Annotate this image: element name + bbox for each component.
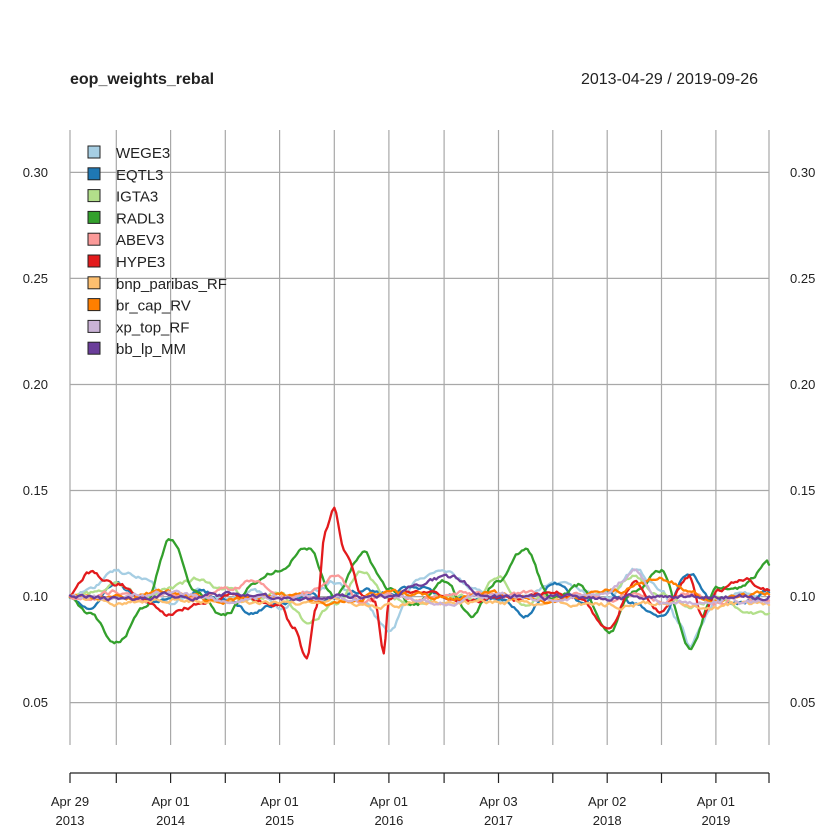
legend-label: HYPE3: [116, 254, 165, 271]
y-tick-label-right: 0.30: [790, 165, 815, 180]
legend-label: WEGE3: [116, 145, 170, 162]
x-tick-label-year: 2017: [484, 813, 513, 828]
x-tick-label-date: Apr 03: [479, 794, 517, 809]
legend-swatch: [87, 145, 101, 159]
legend-label: bb_lp_MM: [116, 341, 186, 358]
y-tick-label-left: 0.25: [23, 271, 48, 286]
series-line-br_cap_RV: [68, 576, 771, 607]
series-line-bb_lp_MM: [68, 573, 771, 602]
legend-label: bnp_paribas_RF: [116, 276, 227, 293]
grid-layer: [69, 130, 770, 745]
legend-label: RADL3: [116, 210, 164, 227]
legend-swatch: [87, 341, 101, 355]
y-tick-label-right: 0.10: [790, 589, 815, 604]
series-line-bnp_paribas_RF: [68, 593, 771, 612]
legend-label: ABEV3: [116, 232, 164, 249]
y-tick-label-left: 0.20: [23, 377, 48, 392]
legend: WEGE3 EQTL3 IGTA3 RADL3 ABEV3 HYPE3 bnp_pariba…: [87, 145, 227, 358]
y-tick-label-right: 0.20: [790, 377, 815, 392]
legend-label: br_cap_RV: [116, 298, 191, 315]
legend-swatch: [87, 276, 101, 290]
x-tick-label-date: Apr 01: [260, 794, 298, 809]
x-tick-label-date: Apr 01: [151, 794, 189, 809]
x-axis: Apr 29 2013 Apr 01 2014 Apr 01 2015 Apr 01 2016…: [51, 772, 770, 828]
x-tick-label-date: Apr 02: [588, 794, 626, 809]
legend-swatch: [87, 298, 101, 312]
y-tick-label-right: 0.05: [790, 695, 815, 710]
x-tick-label-date: Apr 01: [697, 794, 735, 809]
y-axis: 0.05 0.05 0.10 0.10 0.15 0.15 0.20 0.20 0.25 0.25…: [23, 165, 816, 710]
legend-swatch: [87, 254, 101, 268]
y-tick-label-left: 0.10: [23, 589, 48, 604]
y-tick-label-right: 0.15: [790, 483, 815, 498]
x-tick-label-date: Apr 29: [51, 794, 89, 809]
x-tick-label-year: 2015: [265, 813, 294, 828]
x-tick-label-year: 2013: [56, 813, 85, 828]
legend-swatch: [87, 167, 101, 181]
legend-swatch: [87, 232, 101, 246]
date-range-label: 2013-04-29 / 2019-09-26: [581, 71, 758, 88]
x-tick-label-year: 2019: [701, 813, 730, 828]
legend-swatch: [87, 319, 101, 333]
x-tick-label-year: 2016: [374, 813, 403, 828]
y-tick-label-left: 0.30: [23, 165, 48, 180]
legend-swatch: [87, 189, 101, 203]
series-line-HYPE3: [68, 506, 771, 660]
legend-label: xp_top_RF: [116, 319, 189, 336]
y-tick-label-left: 0.15: [23, 483, 48, 498]
chart-title: eop_weights_rebal: [70, 71, 214, 88]
legend-label: IGTA3: [116, 189, 158, 206]
y-tick-label-right: 0.25: [790, 271, 815, 286]
y-tick-label-left: 0.05: [23, 695, 48, 710]
x-tick-label-year: 2014: [156, 813, 185, 828]
legend-swatch: [87, 210, 101, 224]
x-tick-label-date: Apr 01: [370, 794, 408, 809]
series-layer: [68, 506, 771, 660]
legend-label: EQTL3: [116, 167, 164, 184]
x-tick-label-year: 2018: [593, 813, 622, 828]
